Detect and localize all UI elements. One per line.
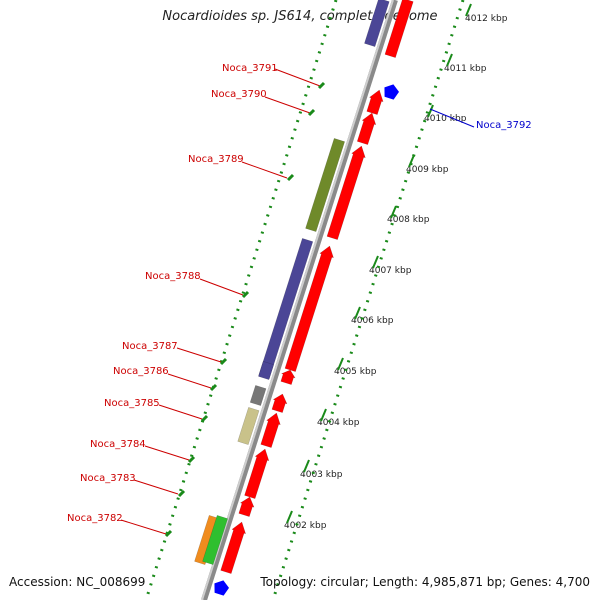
gene-feature-noca-3782-green [202,515,228,565]
topology-label: Topology: circular; Length: 4,985,871 bp… [260,575,590,589]
gene-label-noca-3784[interactable]: Noca_3784 [90,439,146,450]
scale-tick-label: 4008 kbp [387,215,430,225]
gene-feature-noca-3785-red [260,412,281,448]
gene-feature-noca-3787-red [280,369,296,385]
feature-tick [241,290,250,299]
gene-feature-blue-bottom [214,580,229,596]
label-leader-line [120,519,167,535]
scale-tick [337,357,344,371]
gene-feature-noca-3792-blue [384,84,399,100]
feature-tick [286,173,295,182]
gene-feature-noca-3786-gray [249,385,267,406]
gene-feature-noca-3790-red [366,89,384,115]
label-leader-line [274,68,321,87]
gene-feature-noca-3787-purple [258,361,274,380]
gene-label-noca-3790[interactable]: Noca_3790 [211,89,267,100]
scale-tick-label: 4004 kbp [317,418,360,428]
scale-tick [465,3,472,17]
scale-tick [354,306,361,320]
gene-feature-noca-3791-red [384,0,414,58]
feature-tick [177,489,186,498]
scale-tick-label: 4005 kbp [334,367,377,377]
feature-tick [187,455,196,464]
gene-feature-noca-3788-red [284,245,334,372]
gene-label-noca-3788[interactable]: Noca_3788 [145,271,201,282]
scale-tick-label: 4002 kbp [284,521,327,531]
scale-tick-label: 4006 kbp [351,316,394,326]
gene-feature-noca-3789-red [356,112,377,145]
gene-label-noca-3786[interactable]: Noca_3786 [113,366,169,377]
label-leader-line [241,161,288,179]
scale-tick [427,104,434,118]
gene-label-noca-3789[interactable]: Noca_3789 [188,154,244,165]
gene-feature-purple-top [364,0,390,47]
scale-tick [286,510,293,524]
gene-label-noca-3783[interactable]: Noca_3783 [80,473,136,484]
gene-label-noca-3791[interactable]: Noca_3791 [222,63,278,74]
scale-tick-label: 4011 kbp [444,64,487,74]
gene-feature-noca-3789-olive [305,138,345,232]
scale-tick-label: 4012 kbp [465,14,508,24]
label-leader-line [158,404,203,420]
label-leader-line [167,373,212,389]
label-leader-line [133,479,179,495]
gene-label-noca-3782[interactable]: Noca_3782 [67,513,123,524]
feature-tick [200,414,209,423]
gene-feature-noca-3789b-red [326,145,366,240]
feature-tick [307,108,316,117]
scale-tick-label: 4003 kbp [300,470,343,480]
scale-tick [303,459,310,473]
scale-tick [372,255,379,269]
genome-backbone [201,0,398,600]
feature-tick [317,81,326,90]
accession-label: Accession: NC_008699 [9,575,146,589]
gene-label-noca-3792[interactable]: Noca_3792 [476,120,532,131]
label-leader-line [429,108,475,128]
feature-tick [209,383,218,392]
scale-tick [408,154,415,168]
gene-feature-noca-3783-red [238,496,255,517]
gene-label-noca-3787[interactable]: Noca_3787 [122,341,178,352]
gene-feature-noca-3785-khaki [237,407,260,445]
scale-tick-label: 4009 kbp [406,165,449,175]
scale-tick-label: 4010 kbp [424,114,467,124]
gene-label-noca-3785[interactable]: Noca_3785 [104,398,160,409]
label-leader-line [176,347,222,363]
scale-tick [320,408,327,422]
label-leader-line [199,278,244,296]
label-leader-line [144,445,190,461]
feature-tick [164,529,173,538]
gene-feature-noca-3786-red [271,393,288,413]
scale-tick [390,205,397,219]
genome-title: Nocardioides sp. JS614, complete genome [162,9,438,24]
gene-feature-noca-3784-red [244,448,270,499]
scale-tick-label: 4007 kbp [369,266,412,276]
scale-tick [446,53,453,67]
label-leader-line [264,96,311,114]
feature-tick [219,357,228,366]
gene-feature-noca-3782-red [220,521,246,574]
